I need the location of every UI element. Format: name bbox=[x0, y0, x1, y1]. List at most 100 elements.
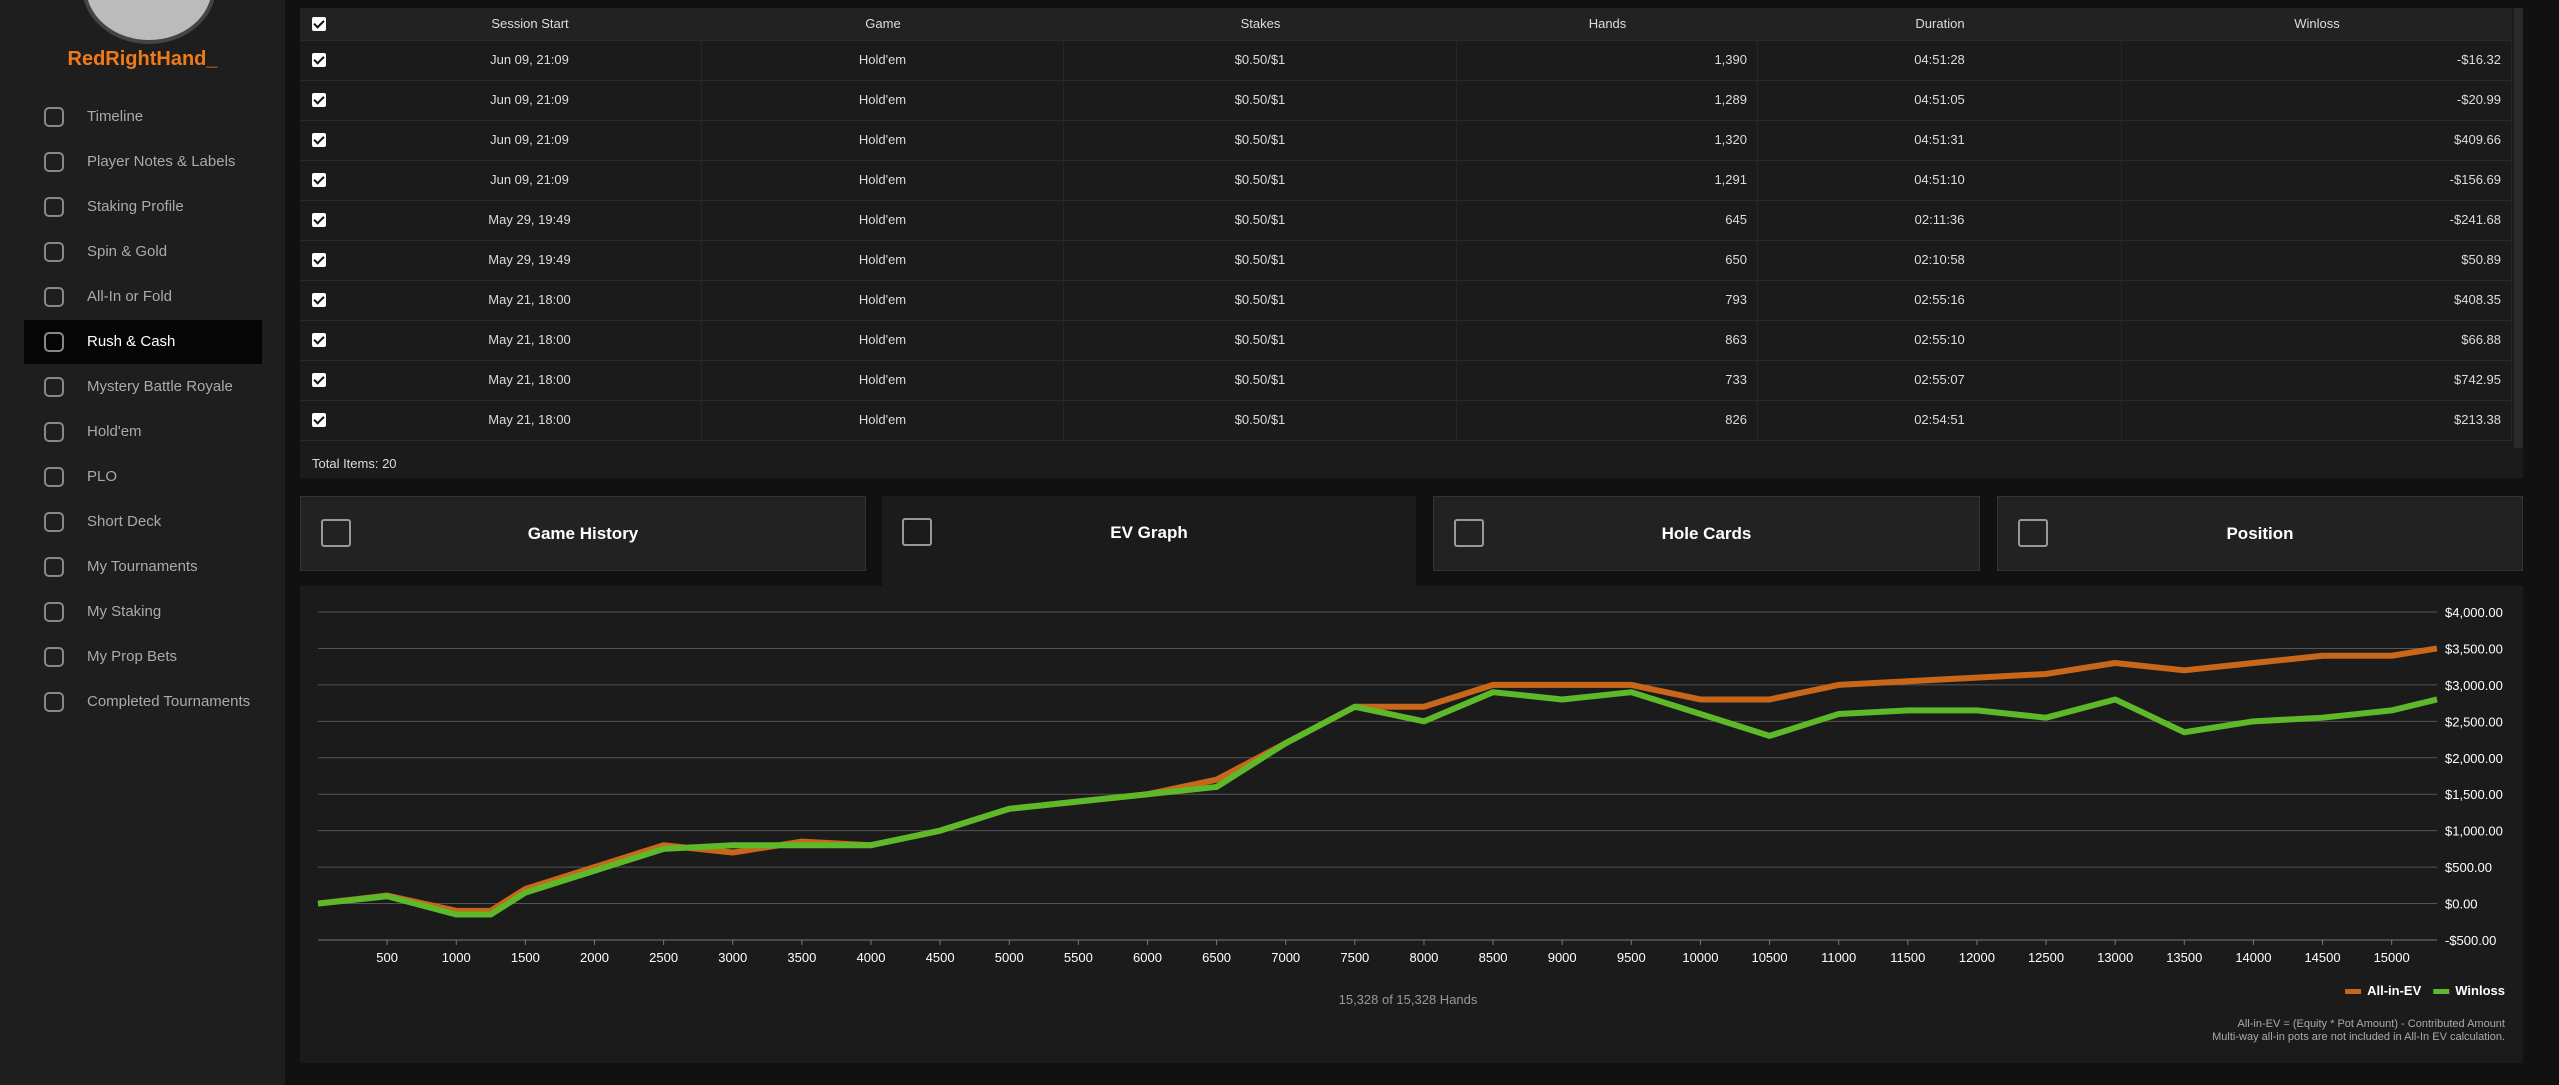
menu-item[interactable]: Rush & Cash bbox=[24, 320, 262, 364]
menu-item[interactable]: PLO bbox=[24, 455, 262, 499]
y-tick-label: $4,000.00 bbox=[2445, 605, 2503, 620]
table-cell: 645 bbox=[1457, 200, 1758, 240]
y-tick-label: $2,500.00 bbox=[2445, 714, 2503, 729]
table-cell: 04:51:28 bbox=[1758, 40, 2122, 80]
menu-icon bbox=[44, 692, 64, 712]
x-tick-label: 1000 bbox=[442, 950, 471, 965]
column-header[interactable]: Duration bbox=[1915, 16, 1965, 31]
row-checkbox[interactable] bbox=[312, 413, 326, 427]
tab-label: Hole Cards bbox=[1661, 524, 1752, 543]
column-header[interactable]: Game bbox=[865, 16, 901, 31]
y-tick-label: $2,000.00 bbox=[2445, 751, 2503, 766]
menu-item[interactable]: My Staking bbox=[24, 590, 262, 634]
table-cell: $0.50/$1 bbox=[1064, 400, 1457, 440]
row-checkbox[interactable] bbox=[312, 53, 326, 67]
menu-label: Rush & Cash bbox=[87, 333, 176, 350]
tab[interactable]: Position bbox=[1997, 496, 2523, 571]
tab-label: Game History bbox=[527, 524, 639, 543]
table-cell: Hold'em bbox=[702, 80, 1064, 120]
column-header[interactable]: Winloss bbox=[2294, 16, 2340, 31]
table-cell: $0.50/$1 bbox=[1064, 200, 1457, 240]
menu-label: PLO bbox=[87, 468, 118, 485]
x-tick-label: 500 bbox=[376, 950, 398, 965]
select-all-checkbox[interactable] bbox=[312, 17, 326, 31]
tab[interactable]: EV Graph bbox=[882, 496, 1416, 586]
x-tick-label: 6500 bbox=[1202, 950, 1231, 965]
menu-item[interactable]: Hold'em bbox=[24, 410, 262, 454]
x-tick-label: 4000 bbox=[857, 950, 886, 965]
table-cell: $66.88 bbox=[2122, 320, 2512, 360]
tab-icon bbox=[902, 518, 932, 546]
x-tick-label: 12500 bbox=[2028, 950, 2064, 965]
table-cell: -$16.32 bbox=[2122, 40, 2512, 80]
row-checkbox[interactable] bbox=[312, 333, 326, 347]
row-checkbox[interactable] bbox=[312, 293, 326, 307]
table-cell: 1,320 bbox=[1457, 120, 1758, 160]
y-tick-label: $1,000.00 bbox=[2445, 824, 2503, 839]
table-cell: 733 bbox=[1457, 360, 1758, 400]
tab[interactable]: Hole Cards bbox=[1433, 496, 1980, 571]
table-cell: -$20.99 bbox=[2122, 80, 2512, 120]
menu-item[interactable]: My Prop Bets bbox=[24, 635, 262, 679]
table-cell: Hold'em bbox=[702, 160, 1064, 200]
table-cell: $0.50/$1 bbox=[1064, 160, 1457, 200]
legend-label: Winloss bbox=[2455, 983, 2505, 998]
chart-panel: -$500.00 $0.00 $500.00 $1,000.00 $1,500.00 $2… bbox=[300, 586, 2523, 1063]
row-checkbox[interactable] bbox=[312, 173, 326, 187]
legend-swatch bbox=[2345, 989, 2362, 994]
table-row: May 21, 18:00 Hold'em $0.50/$1 863 02:55:10 $… bbox=[300, 320, 2512, 361]
table-cell: Jun 09, 21:09 bbox=[358, 120, 702, 160]
menu-label: Staking Profile bbox=[87, 198, 184, 215]
menu-item[interactable]: Mystery Battle Royale bbox=[24, 365, 262, 409]
x-tick-label: 7000 bbox=[1271, 950, 1300, 965]
column-header[interactable]: Stakes bbox=[1240, 16, 1281, 31]
column-header[interactable]: Session Start bbox=[491, 16, 569, 31]
table-cell: $742.95 bbox=[2122, 360, 2512, 400]
menu-icon bbox=[44, 152, 64, 172]
x-tick-label: 9500 bbox=[1617, 950, 1646, 965]
row-checkbox[interactable] bbox=[312, 253, 326, 267]
menu-item[interactable]: Completed Tournaments bbox=[24, 680, 262, 724]
x-tick-label: 8000 bbox=[1409, 950, 1438, 965]
x-tick-label: 11000 bbox=[1821, 950, 1856, 965]
menu-icon bbox=[44, 242, 64, 262]
x-tick-label: 10000 bbox=[1682, 950, 1718, 965]
series-line bbox=[317, 645, 2438, 914]
table-cell: 1,291 bbox=[1457, 160, 1758, 200]
menu-item[interactable]: My Tournaments bbox=[24, 545, 262, 589]
menu-label: Timeline bbox=[87, 108, 144, 125]
menu-label: My Tournaments bbox=[87, 558, 198, 575]
table-cell: May 29, 19:49 bbox=[358, 200, 702, 240]
row-checkbox[interactable] bbox=[312, 133, 326, 147]
tab-label: EV Graph bbox=[1110, 523, 1188, 542]
menu-item[interactable]: All-In or Fold bbox=[24, 275, 262, 319]
x-tick-label: 14000 bbox=[2235, 950, 2271, 965]
x-tick-label: 12000 bbox=[1959, 950, 1995, 965]
column-header[interactable]: Hands bbox=[1588, 16, 1627, 31]
tab-icon bbox=[1454, 519, 1484, 547]
table-row: May 21, 18:00 Hold'em $0.50/$1 733 02:55:07 $… bbox=[300, 360, 2512, 401]
table-cell: Hold'em bbox=[702, 200, 1064, 240]
table-cell: 04:51:31 bbox=[1758, 120, 2122, 160]
menu-icon bbox=[44, 602, 64, 622]
table-row: Jun 09, 21:09 Hold'em $0.50/$1 1,390 04:51:2… bbox=[300, 40, 2512, 81]
table-row: May 21, 18:00 Hold'em $0.50/$1 826 02:54:51 $… bbox=[300, 400, 2512, 441]
ev-chart: -$500.00 $0.00 $500.00 $1,000.00 $1,500.00 $2… bbox=[317, 605, 2505, 1043]
y-tick-label: $3,000.00 bbox=[2445, 678, 2503, 693]
menu-item[interactable]: Timeline bbox=[24, 95, 262, 139]
menu-item[interactable]: Staking Profile bbox=[24, 185, 262, 229]
y-tick-label: $1,500.00 bbox=[2445, 787, 2503, 802]
row-checkbox[interactable] bbox=[312, 373, 326, 387]
tab[interactable]: Game History bbox=[300, 496, 866, 571]
table-cell: May 21, 18:00 bbox=[358, 280, 702, 320]
y-tick-label: $500.00 bbox=[2445, 860, 2492, 875]
table-row: May 29, 19:49 Hold'em $0.50/$1 645 02:11:36-… bbox=[300, 200, 2512, 241]
row-checkbox[interactable] bbox=[312, 93, 326, 107]
menu-item[interactable]: Spin & Gold bbox=[24, 230, 262, 274]
menu-item[interactable]: Short Deck bbox=[24, 500, 262, 544]
menu-item[interactable]: Player Notes & Labels bbox=[24, 140, 262, 184]
scrollbar[interactable] bbox=[2514, 8, 2523, 448]
menu-icon bbox=[44, 557, 64, 577]
x-tick-label: 11500 bbox=[1890, 950, 1925, 965]
row-checkbox[interactable] bbox=[312, 213, 326, 227]
